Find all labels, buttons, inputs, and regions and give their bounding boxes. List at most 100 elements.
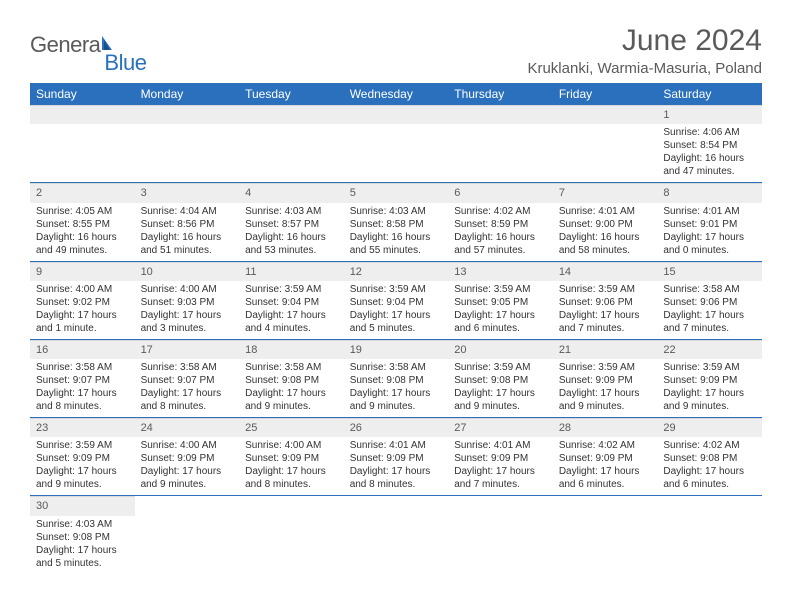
daylight-text: Daylight: 17 hours and 5 minutes.	[36, 544, 129, 570]
day-number: .	[135, 105, 240, 124]
weekday-header: Monday	[135, 83, 240, 105]
calendar-week-row: 30 Sunrise: 4:03 AMSunset: 9:08 PMDayligh…	[30, 496, 762, 574]
day-number: .	[344, 105, 449, 124]
sunset-text: Sunset: 9:06 PM	[559, 296, 652, 309]
calendar-day-cell: 15Sunrise: 3:58 AMSunset: 9:06 PMDayligh…	[657, 261, 762, 339]
day-number: 22	[657, 340, 762, 359]
calendar-day-cell: 25Sunrise: 4:00 AMSunset: 9:09 PMDayligh…	[239, 418, 344, 496]
sunrise-text: Sunrise: 4:00 AM	[141, 283, 234, 296]
daylight-text: Daylight: 16 hours and 49 minutes.	[36, 231, 129, 257]
day-number: 4	[239, 183, 344, 202]
calendar-day-cell: 28Sunrise: 4:02 AMSunset: 9:09 PMDayligh…	[553, 418, 658, 496]
calendar-day-cell: 22 Sunrise: 3:59 AMSunset: 9:09 PMDayligh…	[657, 339, 762, 417]
sunrise-text: Sunrise: 3:59 AM	[559, 283, 652, 296]
sunset-text: Sunset: 8:58 PM	[350, 218, 443, 231]
day-number: 30	[30, 496, 135, 515]
daylight-text: Daylight: 16 hours and 53 minutes.	[245, 231, 338, 257]
day-number: 5	[344, 183, 449, 202]
daylight-text: Daylight: 17 hours and 0 minutes.	[663, 231, 756, 257]
sunrise-text: Sunrise: 3:59 AM	[663, 361, 756, 374]
calendar-day-cell: 29 Sunrise: 4:02 AMSunset: 9:08 PMDayligh…	[657, 418, 762, 496]
sunrise-text: Sunrise: 4:03 AM	[36, 518, 129, 531]
weekday-header: Saturday	[657, 83, 762, 105]
sunrise-text: Sunrise: 3:59 AM	[245, 283, 338, 296]
day-number: 21	[553, 340, 658, 359]
sunset-text: Sunset: 8:57 PM	[245, 218, 338, 231]
daylight-text: Daylight: 17 hours and 8 minutes.	[141, 387, 234, 413]
day-number: 28	[553, 418, 658, 437]
sunset-text: Sunset: 9:09 PM	[141, 452, 234, 465]
sunrise-text: Sunrise: 3:58 AM	[36, 361, 129, 374]
day-number: 19	[344, 340, 449, 359]
sunrise-text: Sunrise: 3:59 AM	[36, 439, 129, 452]
day-number: 18	[239, 340, 344, 359]
sunrise-text: Sunrise: 4:00 AM	[245, 439, 338, 452]
sunrise-text: Sunrise: 4:01 AM	[663, 205, 756, 218]
calendar-day-cell	[448, 496, 553, 574]
weekday-header: Sunday	[30, 83, 135, 105]
sunrise-text: Sunrise: 4:02 AM	[454, 205, 547, 218]
sunset-text: Sunset: 9:09 PM	[663, 374, 756, 387]
weekday-header: Tuesday	[239, 83, 344, 105]
daylight-text: Daylight: 17 hours and 6 minutes.	[663, 465, 756, 491]
page-title: June 2024	[527, 24, 762, 58]
calendar-week-row: 9Sunrise: 4:00 AMSunset: 9:02 PMDaylight…	[30, 261, 762, 339]
calendar-day-cell: 12Sunrise: 3:59 AMSunset: 9:04 PMDayligh…	[344, 261, 449, 339]
calendar-day-cell: 2Sunrise: 4:05 AMSunset: 8:55 PMDaylight…	[30, 183, 135, 261]
sunrise-text: Sunrise: 4:04 AM	[141, 205, 234, 218]
daylight-text: Daylight: 16 hours and 57 minutes.	[454, 231, 547, 257]
sunrise-text: Sunrise: 4:01 AM	[559, 205, 652, 218]
day-number: .	[239, 105, 344, 124]
sunrise-text: Sunrise: 4:03 AM	[350, 205, 443, 218]
calendar-day-cell: .	[553, 105, 658, 183]
sunset-text: Sunset: 9:08 PM	[36, 531, 129, 544]
calendar-day-cell: 10Sunrise: 4:00 AMSunset: 9:03 PMDayligh…	[135, 261, 240, 339]
calendar-day-cell	[239, 496, 344, 574]
sunrise-text: Sunrise: 3:59 AM	[559, 361, 652, 374]
daylight-text: Daylight: 17 hours and 7 minutes.	[559, 309, 652, 335]
calendar-day-cell: 20Sunrise: 3:59 AMSunset: 9:08 PMDayligh…	[448, 339, 553, 417]
day-number: 15	[657, 262, 762, 281]
calendar-day-cell	[553, 496, 658, 574]
sunset-text: Sunset: 9:07 PM	[141, 374, 234, 387]
title-block: June 2024 Kruklanki, Warmia-Masuria, Pol…	[527, 24, 762, 77]
calendar-day-cell: 24Sunrise: 4:00 AMSunset: 9:09 PMDayligh…	[135, 418, 240, 496]
daylight-text: Daylight: 17 hours and 8 minutes.	[245, 465, 338, 491]
brand-logo: Genera Blue	[30, 24, 146, 76]
sunset-text: Sunset: 9:09 PM	[36, 452, 129, 465]
sunrise-text: Sunrise: 3:59 AM	[350, 283, 443, 296]
day-number: 23	[30, 418, 135, 437]
daylight-text: Daylight: 17 hours and 6 minutes.	[559, 465, 652, 491]
calendar-day-cell: 21Sunrise: 3:59 AMSunset: 9:09 PMDayligh…	[553, 339, 658, 417]
daylight-text: Daylight: 17 hours and 9 minutes.	[663, 387, 756, 413]
calendar-day-cell: 8Sunrise: 4:01 AMSunset: 9:01 PMDaylight…	[657, 183, 762, 261]
calendar-day-cell: .	[448, 105, 553, 183]
sunrise-text: Sunrise: 4:00 AM	[141, 439, 234, 452]
day-number: 13	[448, 262, 553, 281]
calendar-table: Sunday Monday Tuesday Wednesday Thursday…	[30, 83, 762, 574]
calendar-day-cell	[135, 496, 240, 574]
sunset-text: Sunset: 9:09 PM	[559, 452, 652, 465]
day-number: 7	[553, 183, 658, 202]
sunset-text: Sunset: 9:06 PM	[663, 296, 756, 309]
sunrise-text: Sunrise: 4:00 AM	[36, 283, 129, 296]
day-number: .	[448, 105, 553, 124]
day-number: 1	[657, 105, 762, 124]
daylight-text: Daylight: 17 hours and 4 minutes.	[245, 309, 338, 335]
weekday-header-row: Sunday Monday Tuesday Wednesday Thursday…	[30, 83, 762, 105]
weekday-header: Wednesday	[344, 83, 449, 105]
sunset-text: Sunset: 9:03 PM	[141, 296, 234, 309]
daylight-text: Daylight: 17 hours and 7 minutes.	[663, 309, 756, 335]
day-number: 29	[657, 418, 762, 437]
day-number: .	[553, 105, 658, 124]
calendar-day-cell: 13Sunrise: 3:59 AMSunset: 9:05 PMDayligh…	[448, 261, 553, 339]
calendar-day-cell: 16Sunrise: 3:58 AMSunset: 9:07 PMDayligh…	[30, 339, 135, 417]
daylight-text: Daylight: 17 hours and 9 minutes.	[245, 387, 338, 413]
location-subtitle: Kruklanki, Warmia-Masuria, Poland	[527, 60, 762, 77]
day-number: 2	[30, 183, 135, 202]
daylight-text: Daylight: 16 hours and 47 minutes.	[663, 152, 756, 178]
sunset-text: Sunset: 9:08 PM	[663, 452, 756, 465]
day-number: 6	[448, 183, 553, 202]
sunrise-text: Sunrise: 4:02 AM	[663, 439, 756, 452]
sunset-text: Sunset: 9:08 PM	[350, 374, 443, 387]
